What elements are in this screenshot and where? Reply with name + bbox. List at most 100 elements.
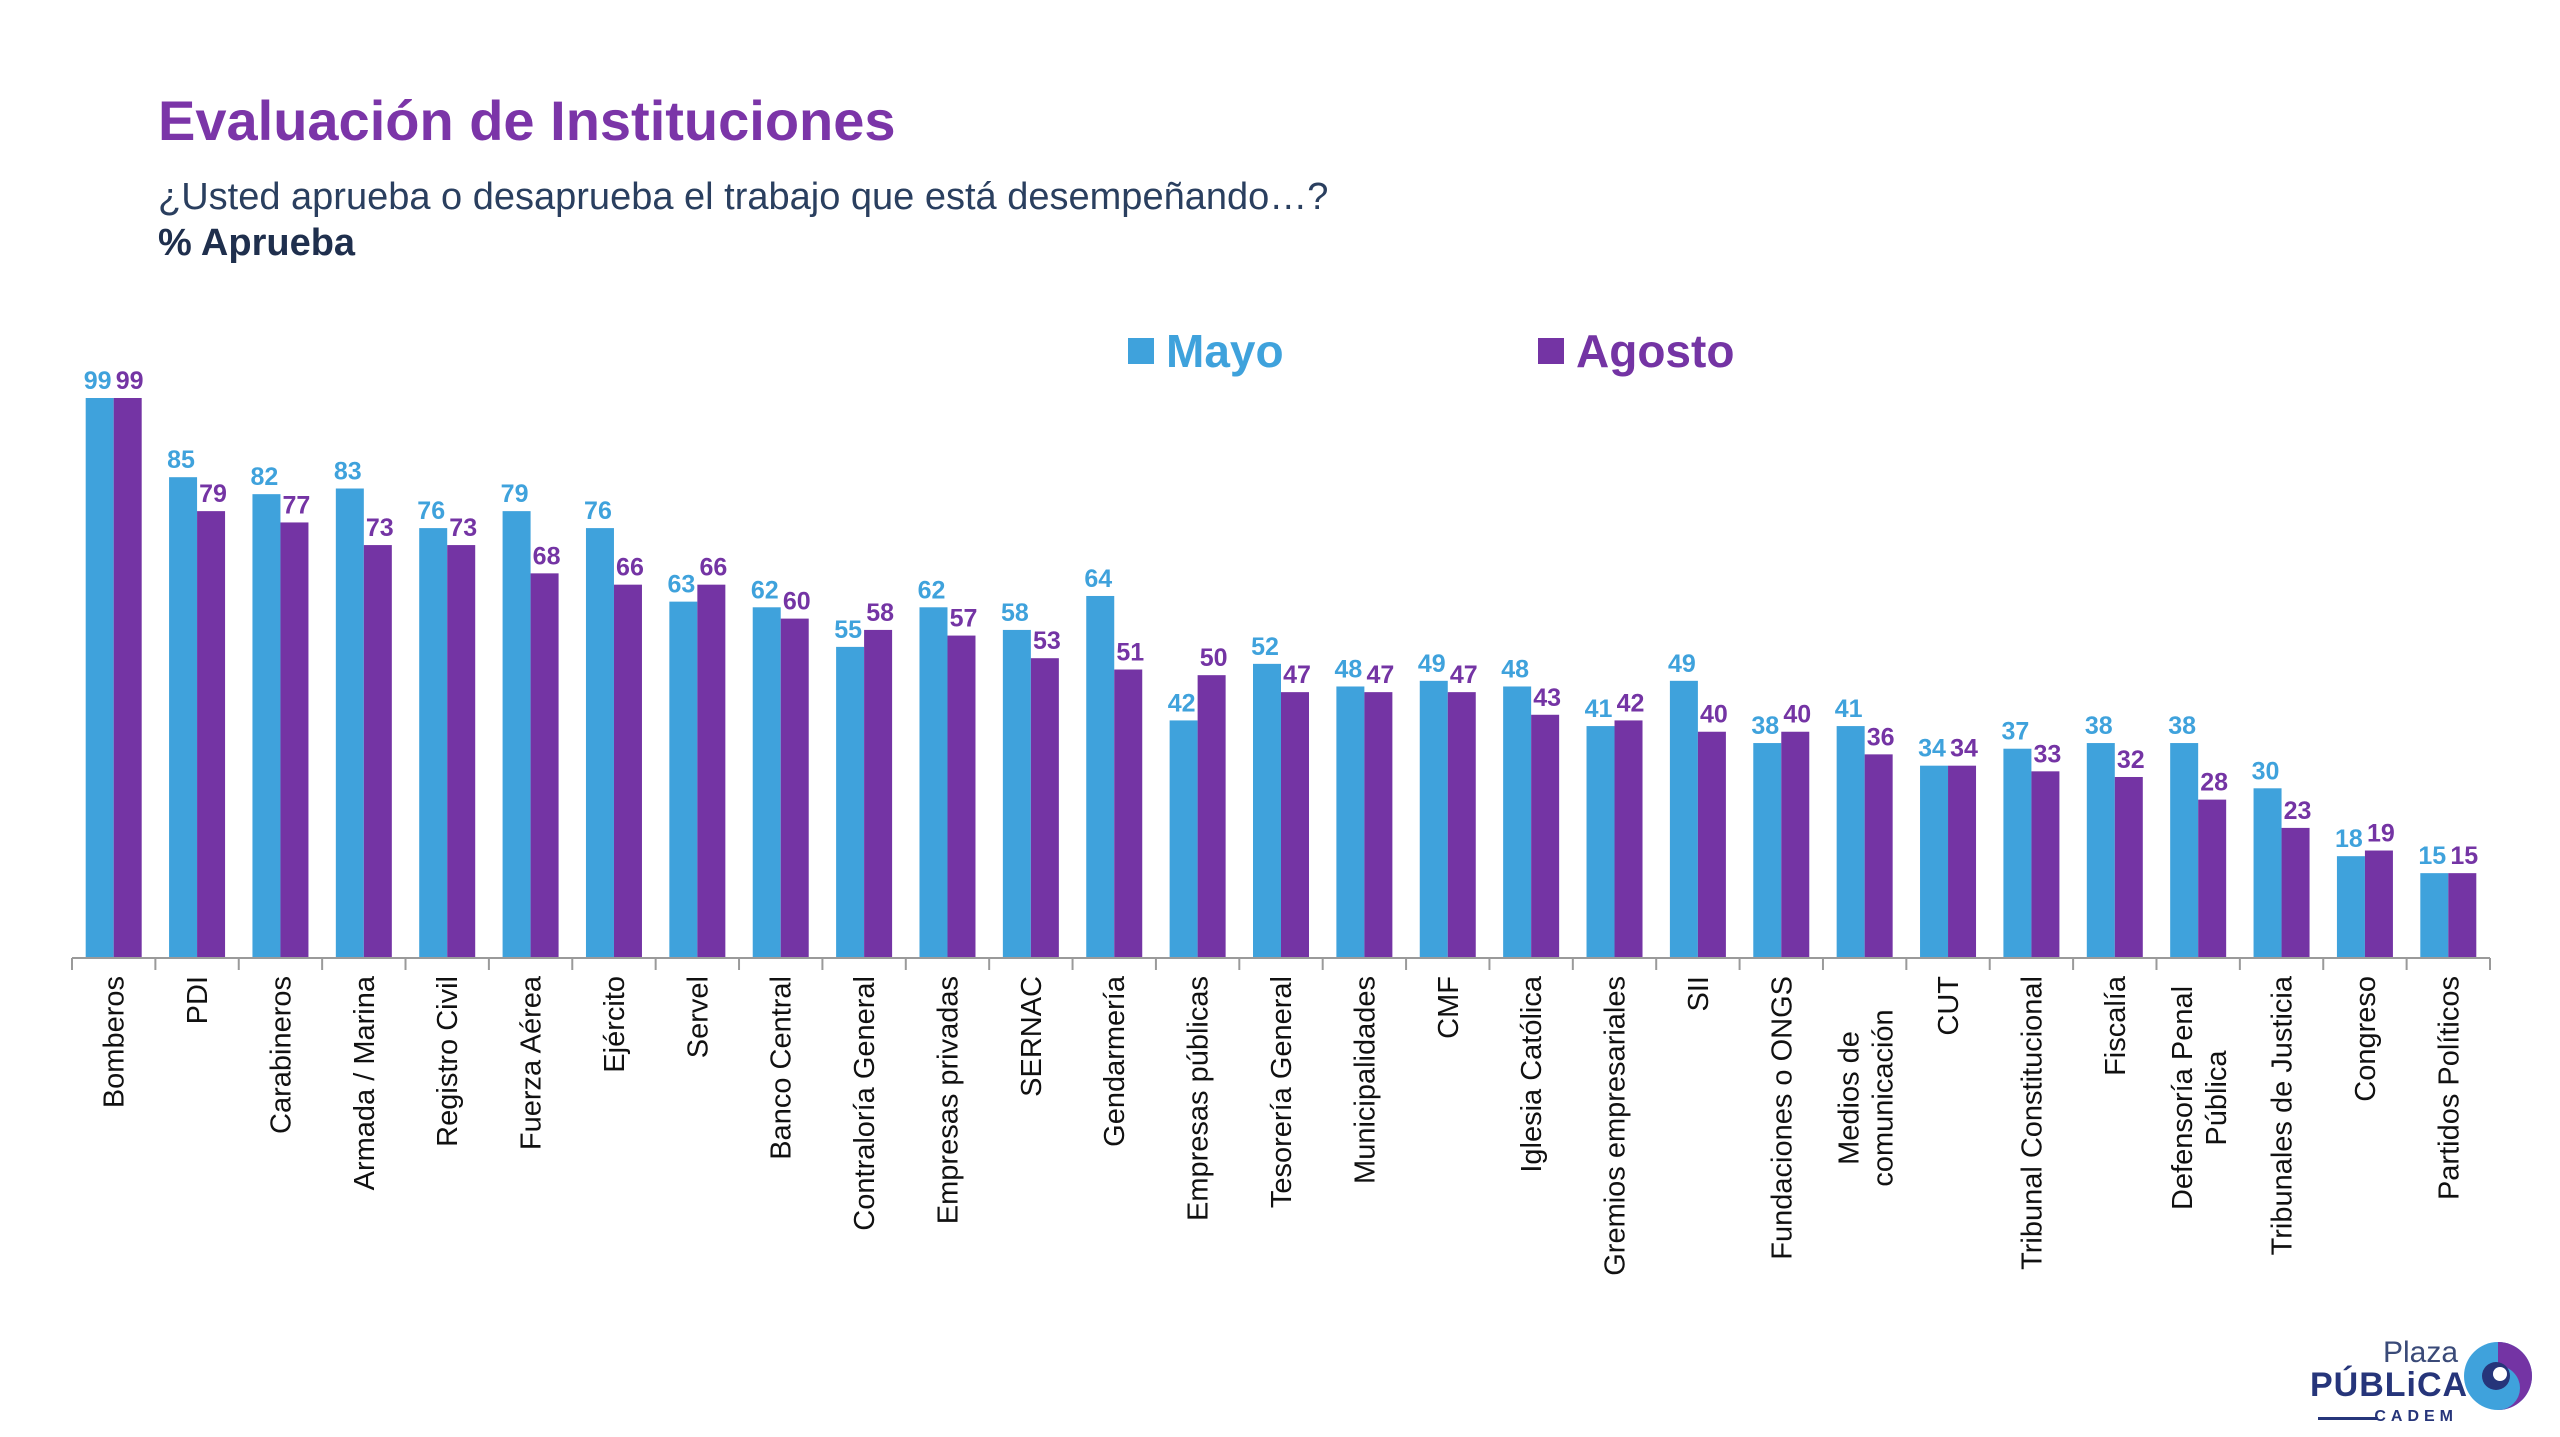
bar-mayo-congreso [2336,856,2365,958]
bar-mayo-tribunales-de-justicia [2253,788,2282,958]
value-label-mayo-bomberos: 99 [84,367,112,395]
category-label-congreso: Congreso [2350,976,2382,1102]
value-label-agosto-empresas-privadas: 57 [950,605,978,633]
bar-agosto-fundaciones-o-ongs [1781,731,1810,958]
bar-mayo-gremios-empresariales [1586,726,1615,958]
category-label-municipalidades: Municipalidades [1349,976,1381,1184]
value-label-mayo-sii: 49 [1668,650,1696,678]
bar-agosto-tribunales-de-justicia [2281,827,2310,958]
bar-agosto-bomberos [113,398,142,958]
category-label-ejercito: Ejército [599,976,631,1073]
plaza-publica-cadem-logo: Plaza PÚBLiCA CADEM [2300,1330,2550,1430]
bar-agosto-medios-de-comunicacion [1864,754,1893,958]
value-label-agosto-banco-central: 60 [783,588,811,616]
value-label-mayo-fundaciones-o-ongs: 38 [1751,712,1779,740]
value-label-mayo-medios-de-comunicacion: 41 [1835,695,1863,723]
value-label-agosto-iglesia-catolica: 43 [1533,684,1561,712]
value-label-agosto-bomberos: 99 [116,367,144,395]
bar-agosto-tribunal-constitucional [2031,771,2060,958]
value-label-mayo-cmf: 49 [1418,650,1446,678]
bar-mayo-tesoreria-general [1253,663,1281,958]
logo-swirl-icon [2464,1342,2532,1410]
bar-mayo-carabineros [252,494,281,958]
bar-agosto-congreso [2364,850,2393,958]
bar-agosto-gremios-empresariales [1614,720,1643,958]
value-label-agosto-municipalidades: 47 [1366,661,1394,689]
value-label-agosto-gendarmeria: 51 [1116,639,1144,667]
category-label-armada-marina: Armada / Marina [349,975,381,1190]
category-label-gendarmeria: Gendarmería [1099,975,1131,1147]
bar-agosto-ejercito [613,584,642,958]
logo-line-publica: PÚBLiCA [2310,1366,2469,1404]
bar-agosto-fuerza-aerea [530,573,559,958]
value-label-mayo-tribunales-de-justicia: 30 [2252,757,2280,785]
bar-agosto-registro-civil [447,545,476,958]
category-label-servel: Servel [682,976,714,1058]
value-label-agosto-partidos-politicos: 15 [2450,842,2478,870]
category-label-sii: SII [1683,976,1715,1011]
category-label-cmf: CMF [1433,976,1465,1039]
bar-mayo-bomberos [85,398,114,958]
bar-mayo-sernac [1002,629,1031,958]
category-label-tesoreria-general: Tesorería General [1266,976,1298,1208]
bar-mayo-contraloria-general [836,646,865,958]
bar-agosto-servel [697,584,726,958]
value-label-agosto-sii: 40 [1700,701,1728,729]
category-label-empresas-publicas: Empresas públicas [1183,976,1215,1221]
value-label-mayo-fuerza-aerea: 79 [501,480,529,508]
bar-agosto-sii [1697,731,1726,958]
value-label-agosto-tribunales-de-justicia: 23 [2284,797,2312,825]
bar-mayo-defensoria-penal-publica [2170,743,2199,958]
bar-mayo-empresas-publicas [1169,720,1198,958]
bar-mayo-cut [1920,765,1949,958]
category-label-cut: CUT [1933,976,1965,1036]
value-label-mayo-sernac: 58 [1001,599,1029,627]
bar-mayo-armada-marina [335,488,364,958]
category-label-bomberos: Bomberos [99,976,131,1108]
value-label-mayo-gremios-empresariales: 41 [1585,695,1613,723]
category-label-fundaciones-o-ongs: Fundaciones o ONGS [1766,976,1798,1260]
value-label-mayo-carabineros: 82 [251,463,279,491]
value-label-agosto-armada-marina: 73 [366,514,394,542]
value-label-agosto-gremios-empresariales: 42 [1617,689,1645,717]
category-label-pdi: PDI [182,976,214,1024]
bar-mayo-empresas-privadas [919,607,948,958]
category-label-registro-civil: Registro Civil [432,976,464,1147]
value-label-mayo-iglesia-catolica: 48 [1501,655,1529,683]
value-label-agosto-fuerza-aerea: 68 [533,542,561,570]
value-label-agosto-registro-civil: 73 [449,514,477,542]
value-label-agosto-pdi: 79 [199,480,227,508]
value-label-agosto-contraloria-general: 58 [866,599,894,627]
category-label-fiscalia: Fiscalía [2100,975,2132,1076]
chart-subtitle: ¿Usted aprueba o desaprueba el trabajo q… [158,176,1329,218]
value-label-agosto-medios-de-comunicacion: 36 [1867,723,1895,751]
bar-agosto-gendarmeria [1114,669,1143,958]
bar-mayo-fiscalia [2086,743,2115,958]
legend-label-mayo: Mayo [1166,325,1284,377]
value-label-mayo-armada-marina: 83 [334,458,362,486]
bar-mayo-gendarmeria [1086,595,1115,958]
value-label-mayo-banco-central: 62 [751,576,779,604]
legend-swatch-mayo [1128,338,1154,364]
value-label-mayo-partidos-politicos: 15 [2418,842,2446,870]
bar-agosto-fiscalia [2114,776,2143,958]
bar-agosto-cmf [1447,692,1476,958]
value-label-mayo-tesoreria-general: 52 [1251,633,1279,661]
legend-swatch-agosto [1538,338,1564,364]
bar-agosto-banco-central [780,618,809,958]
bar-agosto-municipalidades [1364,692,1393,958]
bar-mayo-cmf [1419,680,1448,958]
logo-underline [2318,1417,2378,1420]
bar-mayo-pdi [169,477,198,958]
value-label-mayo-gendarmeria: 64 [1084,565,1112,593]
value-label-agosto-fiscalia: 32 [2117,746,2145,774]
value-label-mayo-ejercito: 76 [584,497,612,525]
category-label-contraloria-general: Contraloría General [849,976,881,1231]
value-label-agosto-tesoreria-general: 47 [1283,661,1311,689]
value-label-mayo-municipalidades: 48 [1334,655,1362,683]
category-label-medios-de-comunicacion: Medios decomunicación [1834,1009,1900,1186]
bar-mayo-medios-de-comunicacion [1836,726,1865,958]
value-label-agosto-cmf: 47 [1450,661,1478,689]
category-label-defensoria-penal-publica: Defensoría PenalPública [2167,986,2233,1210]
